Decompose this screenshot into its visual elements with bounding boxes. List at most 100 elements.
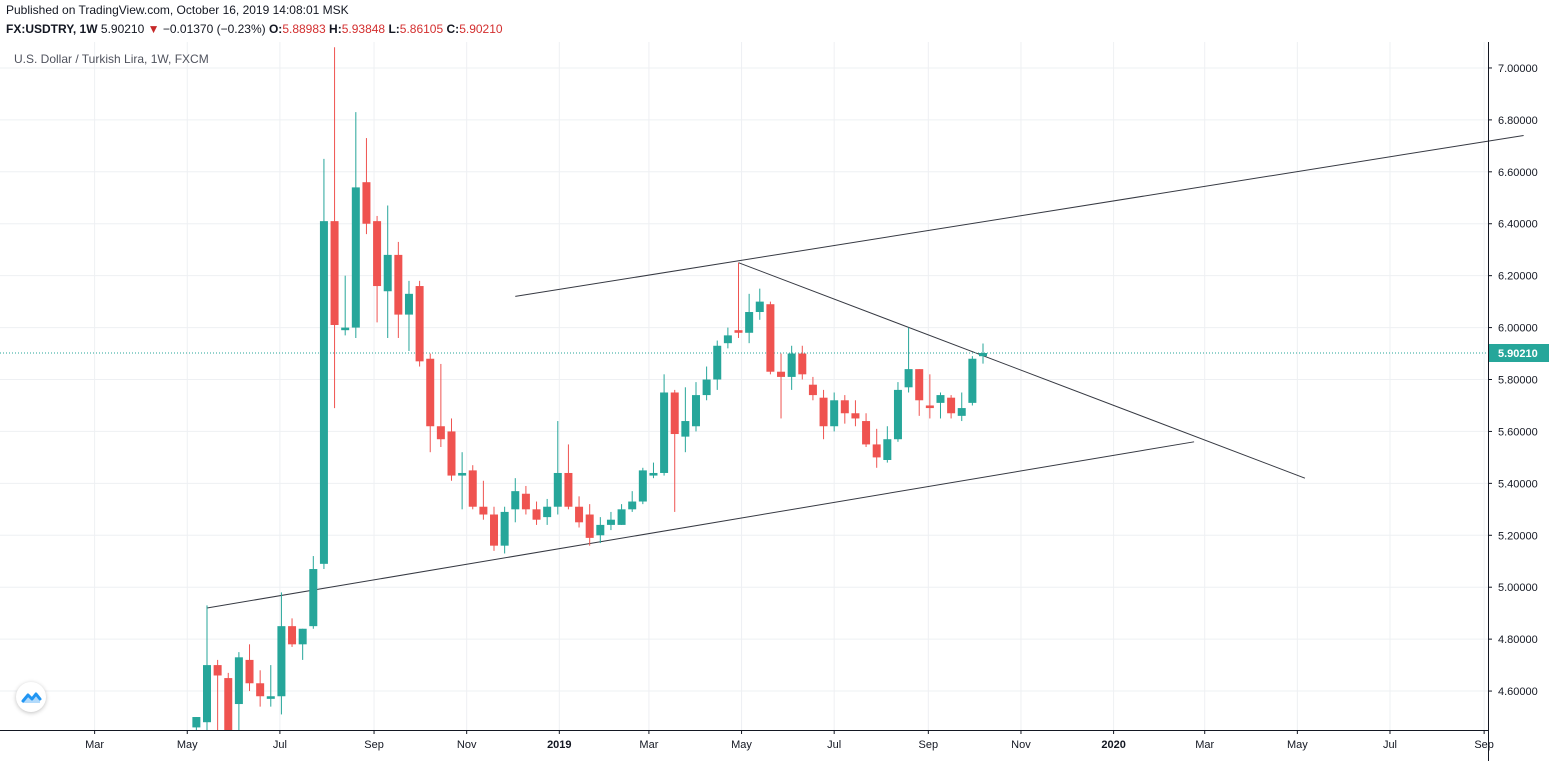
candle xyxy=(798,345,807,380)
open-value: 5.88983 xyxy=(282,22,326,36)
candle-body xyxy=(851,413,860,419)
candle xyxy=(904,327,913,393)
candle xyxy=(915,369,924,416)
trend-line xyxy=(738,262,1306,479)
candle xyxy=(436,363,445,448)
candle-body xyxy=(213,665,222,676)
candle-body xyxy=(373,221,382,287)
candle xyxy=(288,618,297,647)
candle-body xyxy=(968,358,977,403)
x-tick-label: Mar xyxy=(1195,739,1214,751)
candle xyxy=(543,498,552,525)
x-tick-label: May xyxy=(1287,739,1308,751)
candle-body xyxy=(596,524,605,536)
candle xyxy=(479,480,488,520)
high-label: H: xyxy=(329,22,342,36)
y-tick-label: 6.40000 xyxy=(1498,219,1538,231)
candle xyxy=(362,138,371,235)
tradingview-logo-icon[interactable] xyxy=(16,682,46,712)
candle xyxy=(309,556,318,629)
candle-body xyxy=(904,369,913,388)
candle xyxy=(968,356,977,406)
candle xyxy=(500,506,509,554)
candle-body xyxy=(830,400,839,427)
candle xyxy=(458,452,467,510)
y-tick-label: 5.60000 xyxy=(1498,426,1538,438)
candle-body xyxy=(298,628,307,645)
candle xyxy=(628,491,637,512)
candle-body xyxy=(638,470,647,502)
candle-body xyxy=(192,717,201,728)
candle-body xyxy=(500,511,509,546)
candle-body xyxy=(362,182,371,224)
candle xyxy=(277,592,286,715)
y-tick-label: 5.40000 xyxy=(1498,478,1538,490)
x-tick-label: Sep xyxy=(919,739,939,751)
candle-body xyxy=(745,312,754,333)
candle-body xyxy=(511,491,520,510)
candle-body xyxy=(819,397,828,427)
candle xyxy=(192,717,201,730)
candle-body xyxy=(426,358,435,427)
x-tick-label: Jul xyxy=(273,739,287,751)
last-price: 5.90210 xyxy=(100,22,145,36)
chart-grid xyxy=(0,42,1488,730)
candle-body xyxy=(862,421,871,445)
candle-body xyxy=(947,397,956,414)
x-tick-label: Jul xyxy=(827,739,841,751)
candle xyxy=(638,467,647,505)
candle-body xyxy=(224,678,233,730)
candle xyxy=(447,418,456,481)
price-chart[interactable]: 4.60000 4.80000 5.00000 5.20000 5.40000 5.600… xyxy=(0,42,1556,761)
candle-body xyxy=(553,472,562,507)
candle xyxy=(777,353,786,419)
candle xyxy=(415,280,424,367)
candle xyxy=(341,275,350,336)
candle xyxy=(723,327,732,349)
candle-body xyxy=(840,400,849,414)
y-tick-label: 6.80000 xyxy=(1498,115,1538,127)
candle xyxy=(702,366,711,401)
candle xyxy=(745,293,754,344)
x-tick-label: Nov xyxy=(457,739,477,751)
candle xyxy=(426,353,435,453)
candles xyxy=(192,47,987,730)
candle-body xyxy=(234,657,243,705)
candle xyxy=(213,659,222,730)
candle xyxy=(606,511,615,531)
symbol-label: FX:USDTRY, 1W xyxy=(6,22,98,36)
candle xyxy=(691,382,700,432)
candle xyxy=(330,47,339,409)
candle-body xyxy=(808,384,817,396)
trend-line xyxy=(515,134,1524,297)
candle xyxy=(585,504,594,546)
candle-body xyxy=(691,395,700,427)
y-tick-label: 6.00000 xyxy=(1498,323,1538,335)
candle xyxy=(681,387,690,453)
y-tick-label: 4.60000 xyxy=(1498,686,1538,698)
x-tick-label: May xyxy=(177,739,198,751)
candle-body xyxy=(458,472,467,476)
candle xyxy=(404,280,413,351)
candle-body xyxy=(436,426,445,440)
candle-body xyxy=(266,696,275,699)
candle-body xyxy=(777,371,786,377)
y-tick-label: 5.20000 xyxy=(1498,530,1538,542)
candle-body xyxy=(883,439,892,460)
last-price-badge xyxy=(1489,344,1549,363)
y-tick-label: 6.60000 xyxy=(1498,167,1538,179)
y-tick-label: 5.00000 xyxy=(1498,582,1538,594)
candle xyxy=(851,400,860,427)
symbol-line: FX:USDTRY, 1W 5.90210 ▼ −0.01370 (−0.23%… xyxy=(6,20,1546,38)
down-triangle-icon: ▼ xyxy=(147,22,160,36)
y-tick-label: 4.80000 xyxy=(1498,634,1538,646)
candle-body xyxy=(319,221,328,564)
close-label: C: xyxy=(446,22,460,36)
candle xyxy=(234,652,243,730)
last-price-label: 5.90210 xyxy=(1498,348,1538,360)
chart-title: U.S. Dollar / Turkish Lira, 1W, FXCM xyxy=(14,52,209,66)
candle-body xyxy=(936,395,945,403)
price-change: −0.01370 (−0.23%) xyxy=(162,22,266,36)
close-value: 5.90210 xyxy=(459,22,503,36)
candle xyxy=(766,301,775,375)
